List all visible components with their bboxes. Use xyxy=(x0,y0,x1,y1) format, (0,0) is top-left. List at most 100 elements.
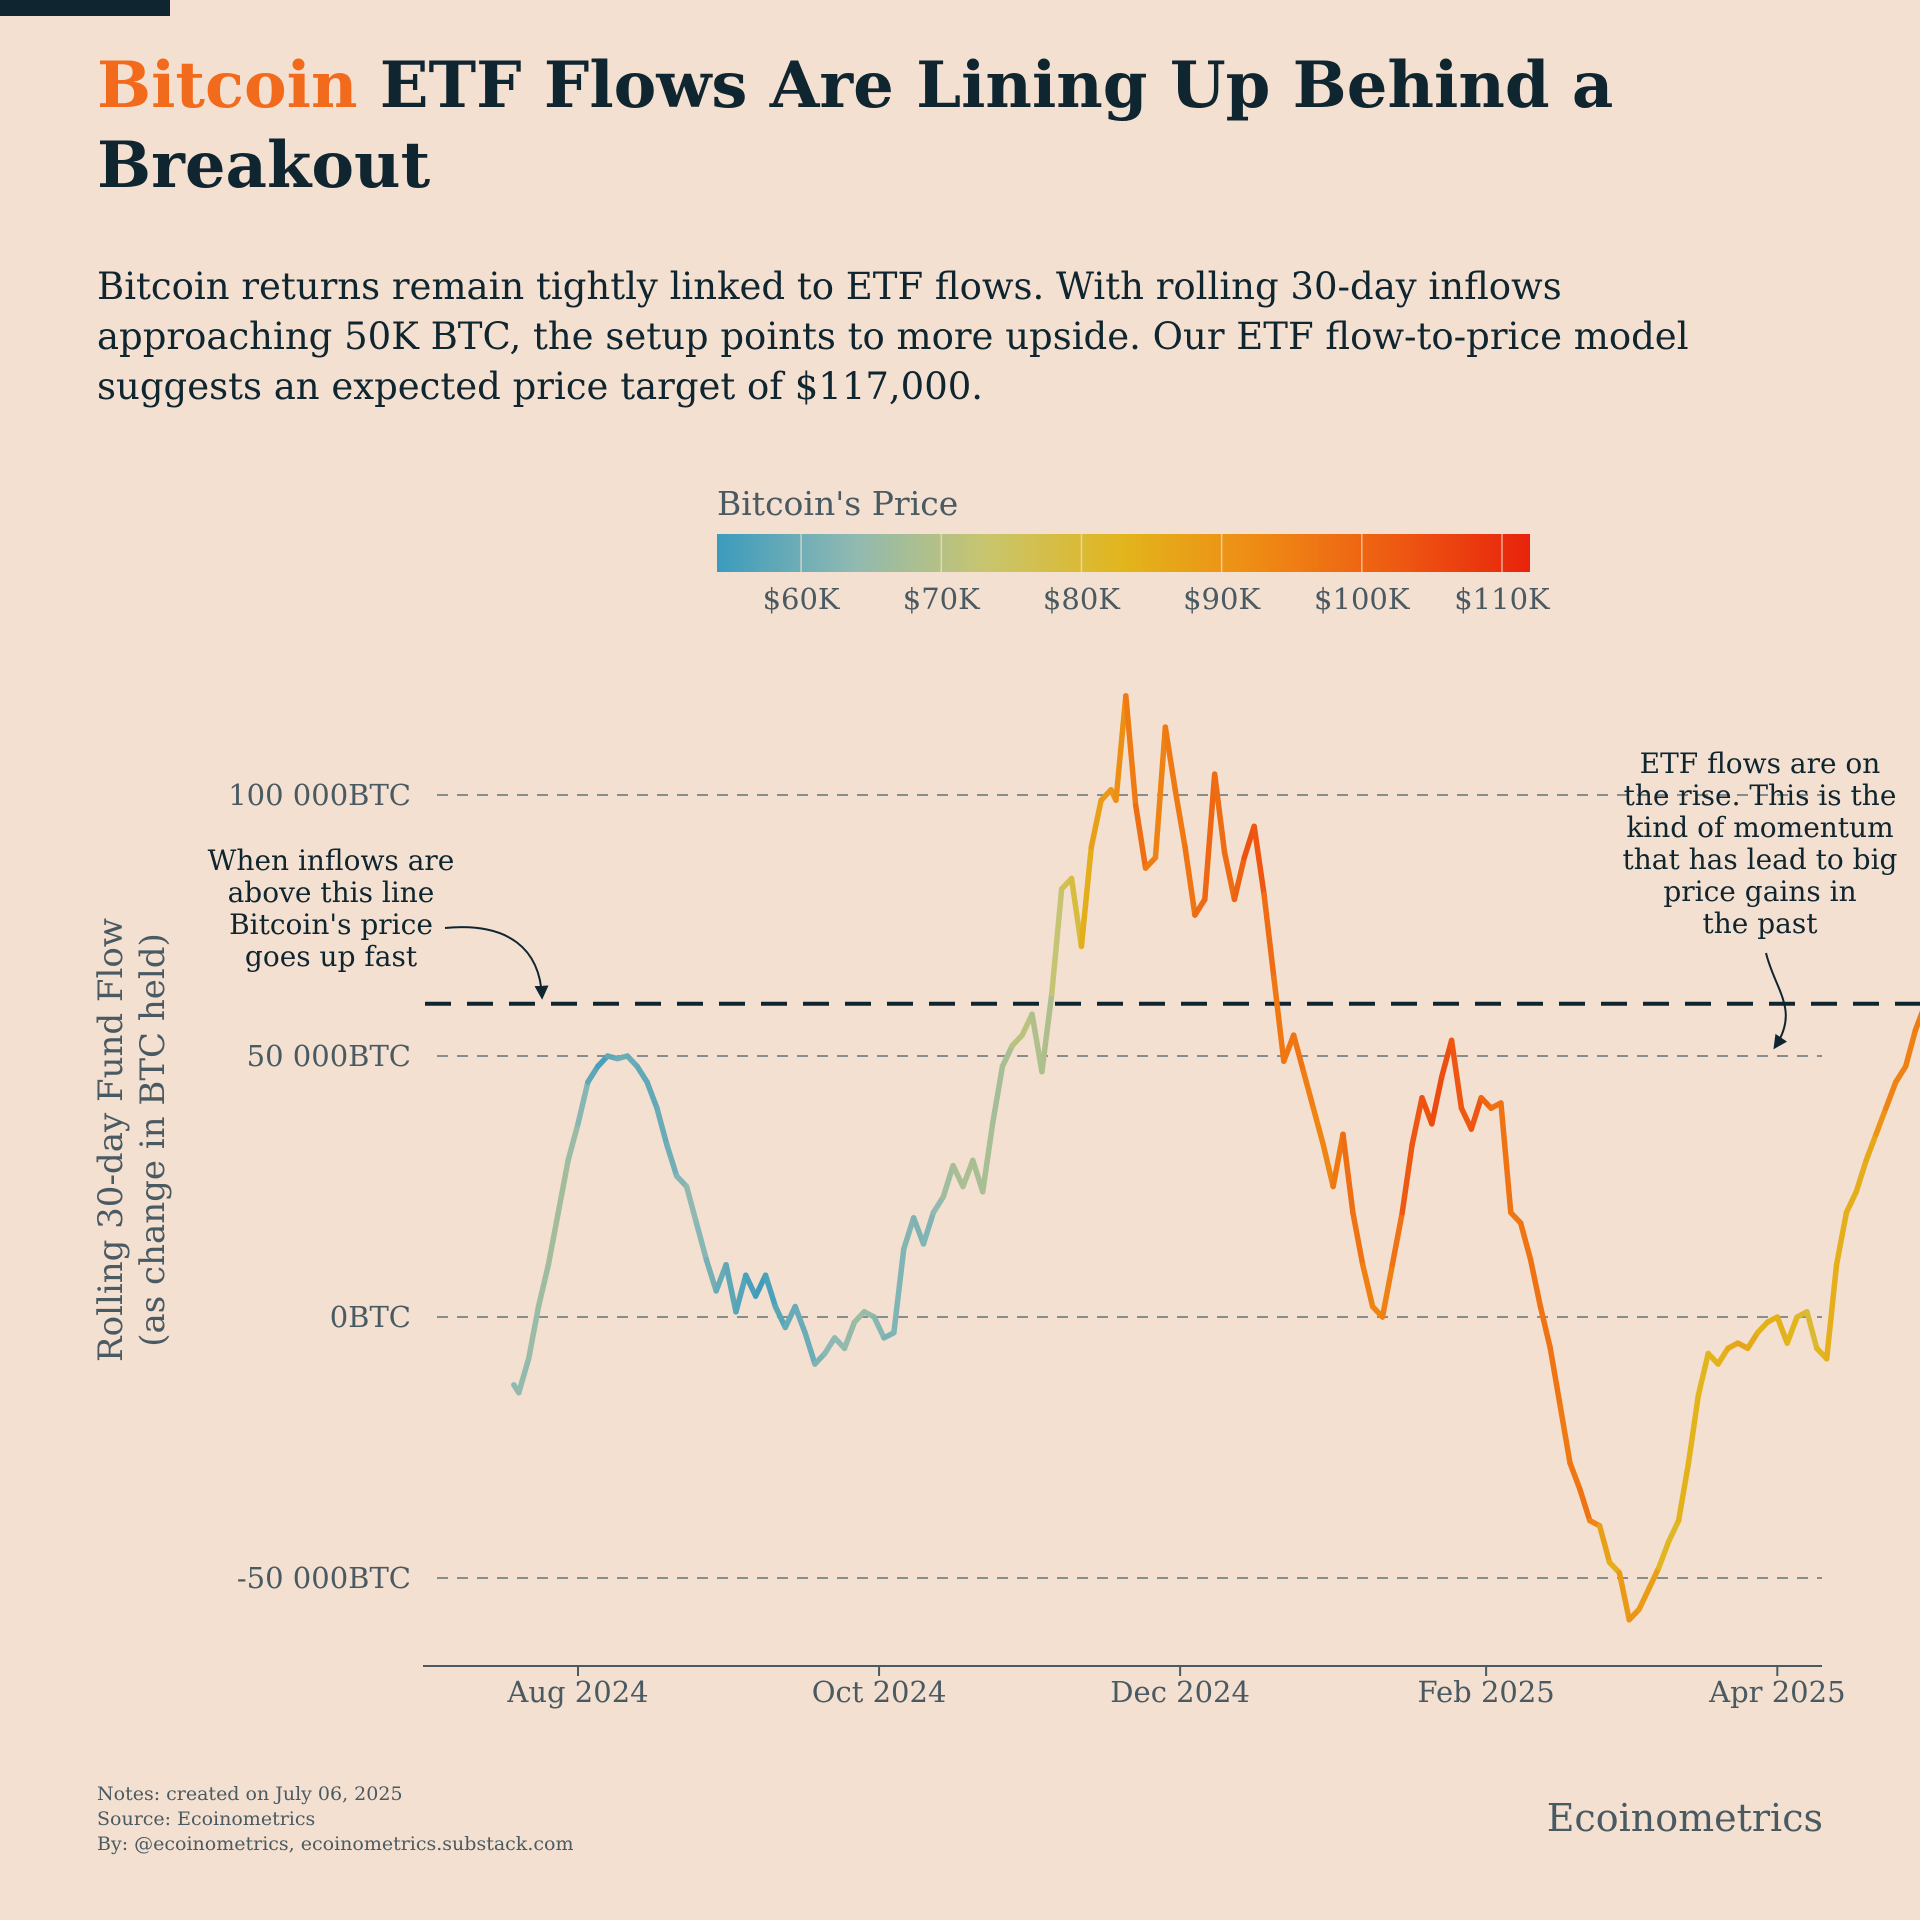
series-segment xyxy=(1350,1209,1366,1268)
gridlines xyxy=(437,794,1822,1579)
series-segment xyxy=(1468,1095,1484,1132)
series-segment xyxy=(920,1209,937,1247)
series-segment xyxy=(1636,1585,1652,1613)
series-segment xyxy=(1863,1131,1879,1164)
title-rest: ETF Flows Are Lining Up Behind a Breakou… xyxy=(97,48,1614,203)
x-tick-label: Aug 2024 xyxy=(506,1675,648,1709)
annotation-left-line: Bitcoin's price xyxy=(229,908,433,941)
series-segment xyxy=(743,1272,759,1299)
series-segment xyxy=(1616,1570,1633,1623)
series-segment xyxy=(1172,787,1188,850)
series-segment xyxy=(1902,1027,1919,1070)
page-title: Bitcoin ETF Flows Are Lining Up Behind a… xyxy=(97,46,1797,206)
series-segment xyxy=(1049,886,1065,997)
footer-notes: Notes: created on July 06, 2025 Source: … xyxy=(97,1782,573,1857)
series-segment xyxy=(565,1121,581,1164)
annotation-right-arrow xyxy=(1765,952,1788,1050)
series-segment xyxy=(1068,875,1085,950)
flow-series-line xyxy=(511,693,1920,1623)
series-segment xyxy=(1804,1309,1820,1352)
series-segment xyxy=(1389,1209,1405,1268)
series-segment xyxy=(634,1063,650,1085)
colorbar-tick-label: $70K xyxy=(903,582,981,616)
series-segment xyxy=(1088,797,1104,850)
series-segment xyxy=(575,1079,591,1127)
series-segment xyxy=(644,1079,660,1111)
series-segment xyxy=(1320,1141,1336,1190)
series-segment xyxy=(654,1105,670,1148)
series-segment xyxy=(1695,1350,1711,1399)
colorbar-tick-label: $80K xyxy=(1043,582,1121,616)
series-segment xyxy=(1685,1392,1702,1466)
series-segment xyxy=(1784,1314,1800,1346)
colorbar-tick-label: $100K xyxy=(1314,582,1411,616)
series-segment xyxy=(1113,693,1129,803)
series-segment xyxy=(1162,724,1178,793)
series-segment xyxy=(1448,1037,1465,1111)
series-segment xyxy=(1251,823,1267,897)
series-segment xyxy=(664,1141,680,1179)
series-segment xyxy=(1379,1262,1396,1320)
series-segment xyxy=(1271,974,1287,1064)
series-segment xyxy=(693,1220,710,1263)
annotation-left-line: When inflows are xyxy=(208,844,455,877)
series-segment xyxy=(950,1162,966,1190)
series-segment xyxy=(683,1183,700,1226)
colorbar-title: Bitcoin's Price xyxy=(717,484,958,523)
series-segment xyxy=(1774,1314,1790,1346)
annotation-left-arrow xyxy=(444,926,549,1000)
series-segment xyxy=(1029,1011,1045,1075)
series-segment xyxy=(1498,1100,1514,1216)
series-segment xyxy=(822,1335,838,1357)
y-axis-label-line1: Rolling 30-day Fund Flow xyxy=(91,918,131,1362)
series-segment xyxy=(1893,1063,1909,1085)
series-segment xyxy=(1192,896,1208,918)
series-segment xyxy=(1039,990,1055,1075)
y-axis-label-line2: (as change in BTC held) xyxy=(133,933,173,1347)
series-segment xyxy=(841,1319,858,1352)
title-accent: Bitcoin xyxy=(97,48,358,123)
colorbar-tick-label: $110K xyxy=(1454,582,1551,616)
series-segment xyxy=(1527,1256,1544,1310)
y-tick-label: -50 000BTC xyxy=(237,1561,411,1595)
series-segment xyxy=(1517,1220,1534,1263)
annotation-right-line: price gains in xyxy=(1663,875,1856,908)
series-segment xyxy=(1211,771,1228,856)
series-segment xyxy=(545,1209,562,1268)
annotation-right-line: ETF flows are on xyxy=(1640,747,1881,780)
annotation-right-line: kind of momentum xyxy=(1626,811,1893,844)
series-segment xyxy=(1912,1010,1920,1033)
series-segment xyxy=(1429,1074,1445,1127)
series-segment xyxy=(1656,1538,1672,1571)
series-segment xyxy=(733,1272,749,1315)
series-segment xyxy=(891,1246,907,1336)
annotation-right-line: the past xyxy=(1703,907,1819,940)
series-segment xyxy=(1261,891,1277,981)
series-segment xyxy=(1123,693,1139,809)
x-tick-label: Apr 2025 xyxy=(1708,1675,1845,1709)
series-segment xyxy=(585,1063,601,1085)
series-segment xyxy=(1290,1032,1307,1075)
series-segment xyxy=(1843,1188,1860,1216)
x-axis-ticks: Aug 2024 Oct 2024 Dec 2024 Feb 2025 Apr 2025… xyxy=(506,1666,1846,1709)
series-segment xyxy=(910,1215,927,1247)
series-segment xyxy=(960,1157,976,1190)
colorbar-tick-label: $60K xyxy=(763,582,841,616)
y-tick-label: 0BTC xyxy=(330,1300,411,1334)
series-segment xyxy=(802,1329,818,1367)
series-segment xyxy=(1231,854,1248,903)
series-segment xyxy=(1715,1345,1731,1367)
series-segment xyxy=(1078,844,1095,950)
page-subtitle: Bitcoin returns remain tightly linked to… xyxy=(97,265,1689,408)
annotation-right-line: the rise. This is the xyxy=(1624,779,1897,812)
footer-source-line: Source: Ecoinometrics xyxy=(97,1808,316,1830)
series-segment xyxy=(1537,1303,1554,1352)
series-segment xyxy=(1340,1131,1356,1216)
series-segment xyxy=(1409,1095,1425,1148)
series-segment xyxy=(1300,1068,1317,1111)
series-segment xyxy=(1744,1329,1761,1352)
series-segment xyxy=(1399,1141,1415,1216)
